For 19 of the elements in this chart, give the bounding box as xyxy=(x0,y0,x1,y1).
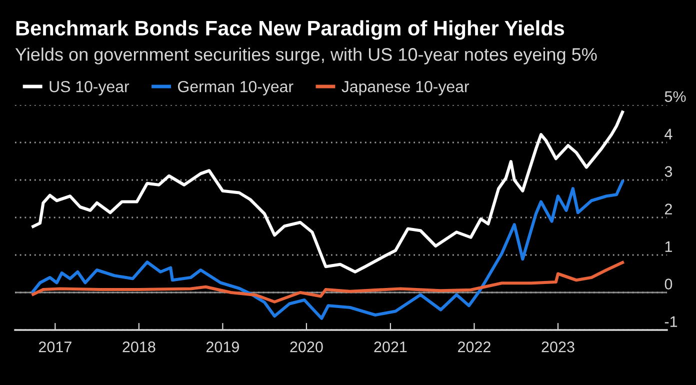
x-tick-label: 2022 xyxy=(458,342,490,352)
y-tick-label: -1 xyxy=(664,316,678,327)
x-tick-label: 2023 xyxy=(542,342,574,352)
y-tick-label: 4 xyxy=(664,128,672,140)
legend-label: US 10-year xyxy=(50,80,130,96)
legend-label: Japanese 10-year xyxy=(342,80,470,96)
x-tick-label: 2020 xyxy=(290,342,323,352)
y-tick-label: 0 xyxy=(664,278,672,290)
chart-subtitle: Yields on government securities surge, with US 10-year notes eyeing 5% xyxy=(15,48,597,64)
chart-title: Benchmark Bonds Face New Paradigm of Higher Yields xyxy=(16,20,564,40)
legend-label: German 10-year xyxy=(178,80,294,96)
x-tick-label: 2018 xyxy=(122,342,156,352)
y-tick-label: 3 xyxy=(664,166,672,177)
x-tick-label: 2019 xyxy=(206,342,239,352)
x-tick-label: 2017 xyxy=(38,342,72,352)
y-tick-label: 2 xyxy=(664,204,672,214)
y-tick-label: 5% xyxy=(664,91,686,102)
x-tick-label: 2021 xyxy=(374,342,407,352)
y-tick-label: 1 xyxy=(665,241,672,252)
